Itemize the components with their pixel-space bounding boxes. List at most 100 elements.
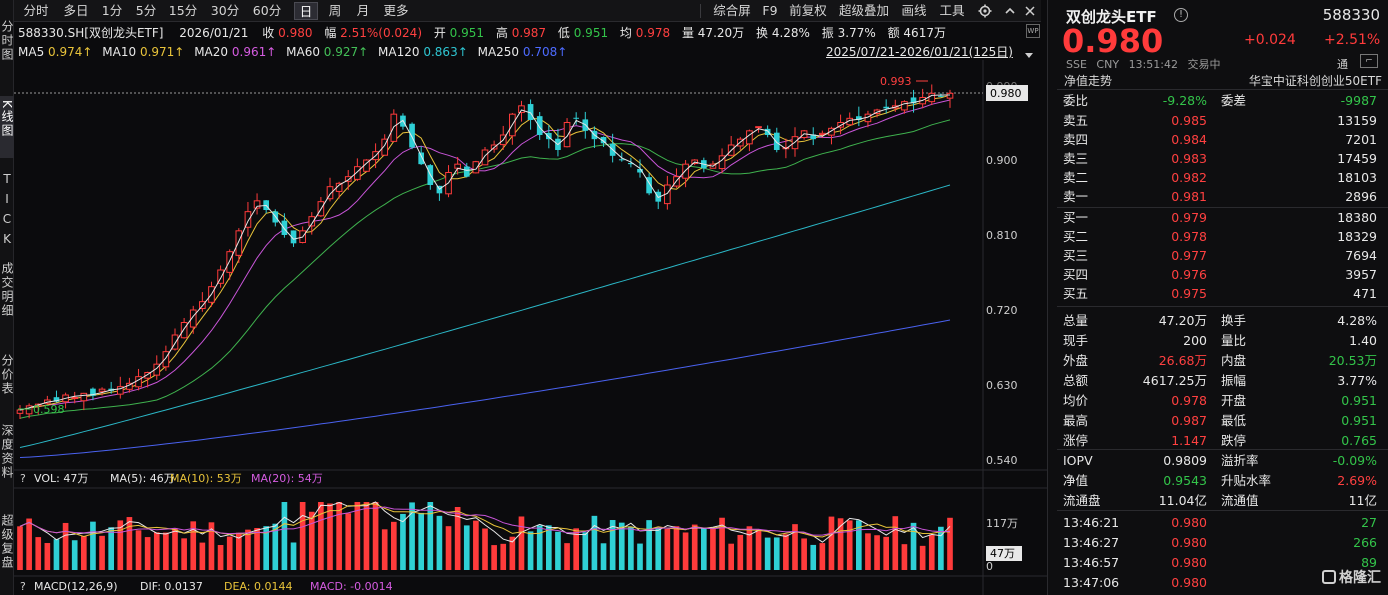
volume-bar [855, 520, 862, 570]
rail-tab-tick[interactable]: TICK [0, 172, 14, 252]
wp-indicator-icon[interactable]: WP [1026, 24, 1040, 38]
ma120-path [19, 184, 951, 448]
candle-body [646, 177, 652, 194]
margin-badge-icon[interactable]: ⌐ [1360, 54, 1378, 68]
stat-row: 最高 0.987 最低 0.951 [1063, 411, 1383, 430]
period-button-60min[interactable]: 60分 [252, 3, 282, 18]
period-button-multiday[interactable]: 多日 [63, 3, 89, 18]
last-price: 0.980 [1062, 22, 1164, 60]
panel-divider [1057, 207, 1388, 208]
volume-bar [892, 516, 899, 570]
tool-button-tools[interactable]: 工具 [939, 3, 965, 18]
close-value: 0.980 [278, 26, 313, 40]
ask-row-label: 卖一 [1063, 189, 1089, 204]
candle-body [810, 134, 817, 140]
turnover-label: 换 [755, 26, 768, 40]
volume-bar [117, 520, 124, 570]
volume-bar [99, 535, 105, 570]
stat-row-value2: 0.765 [1341, 433, 1377, 448]
tool-button-draw[interactable]: 画线 [901, 3, 927, 18]
period-button-day[interactable]: 日 [294, 2, 318, 20]
tool-button-overlay[interactable]: 超级叠加 [838, 3, 889, 18]
left-view-rail: 分时图 K线图 TICK 成交明细 分价表 深度资料 超级复盘 [0, 0, 14, 595]
close-icon[interactable] [1022, 2, 1038, 20]
volume-legend: ? VOL: 47万 MA(5): 46万 MA(10): 53万 MA(20)… [20, 472, 323, 485]
rail-tab-trade-detail[interactable]: 成交明细 [0, 262, 14, 318]
rail-tab-replay[interactable]: 超级复盘 [0, 514, 14, 570]
period-button-5min[interactable]: 5分 [135, 3, 157, 18]
volume-bar [728, 543, 735, 570]
period-button-week[interactable]: 周 [328, 3, 342, 18]
amount-label: 额 [887, 26, 900, 40]
ask-row-value2: 2896 [1345, 189, 1377, 204]
candle-body [354, 166, 361, 180]
stat-row-label2: 内盘 [1221, 353, 1247, 368]
rail-tab-kline[interactable]: K线图 [0, 96, 14, 158]
candle-body [80, 392, 88, 402]
stat-row-value: 0.978 [1171, 393, 1207, 408]
tool-button-f9[interactable]: F9 [762, 3, 778, 18]
price-tick-label: 0.810 [986, 229, 1018, 242]
volume-bar [226, 536, 233, 570]
volume-bar [272, 523, 279, 570]
stat-row: 外盘 26.68万 内盘 20.53万 [1063, 351, 1383, 370]
candle-body [563, 122, 571, 148]
period-button-30min[interactable]: 30分 [210, 3, 240, 18]
rail-tab-timeshare[interactable]: 分时图 [0, 20, 14, 62]
volume-bar [235, 532, 242, 570]
candle-body [755, 126, 762, 129]
collapse-up-icon[interactable] [1002, 2, 1018, 20]
panel-divider [1057, 449, 1388, 450]
settings-gear-icon[interactable] [976, 2, 994, 20]
tick-row: 13:46:27 0.980 266 [1063, 533, 1383, 552]
bid-row-value: 0.979 [1171, 210, 1207, 225]
tool-button-composite[interactable]: 综合屏 [713, 3, 751, 18]
period-button-month[interactable]: 月 [356, 3, 370, 18]
date-range-label[interactable]: 2025/07/21-2026/01/21(125日) [826, 45, 1013, 59]
date-label: 2026/01/21 [179, 26, 249, 40]
weibi-row-label: 委比 [1063, 93, 1089, 108]
nav-trend-link[interactable]: 净值走势 [1064, 74, 1113, 88]
period-button-15min[interactable]: 15分 [168, 3, 198, 18]
rail-tab-price-distribution[interactable]: 分价表 [0, 354, 14, 396]
tick-row-value2: 266 [1353, 535, 1377, 550]
volume-bar [591, 515, 598, 570]
stat-row: 涨停 1.147 跌停 0.765 [1063, 431, 1383, 450]
volume-settings-icon[interactable]: ? [20, 472, 26, 485]
period-button-1min[interactable]: 1分 [101, 3, 123, 18]
volume-bar [80, 536, 87, 570]
macd-settings-icon[interactable]: ? [20, 580, 26, 593]
ma60-value: 0.927↑ [323, 45, 369, 59]
etf-stat-row-label2: 升贴水率 [1221, 473, 1272, 488]
tool-button-adjust[interactable]: 前复权 [789, 3, 827, 18]
candle-body [53, 397, 60, 402]
volume-bar [163, 532, 169, 570]
index-name[interactable]: 华宝中证科创创业50ETF [1248, 74, 1382, 88]
ma60-label: MA60 [286, 45, 320, 59]
period-button-more[interactable]: 更多 [383, 3, 409, 18]
tick-row-value: 0.980 [1171, 575, 1207, 590]
ask-row-value: 0.982 [1171, 170, 1207, 185]
open-value: 0.951 [449, 26, 485, 40]
info-icon[interactable]: ! [1174, 8, 1188, 22]
candle-body [98, 388, 106, 392]
tick-row: 13:47:06 0.980 [1063, 573, 1383, 592]
etf-stat-row-label2: 流通值 [1221, 493, 1259, 508]
ask-row-label: 卖三 [1063, 151, 1089, 166]
candle-body [418, 152, 425, 165]
macd-legend: ? MACD(12,26,9) DIF: 0.0137 DEA: 0.0144 … [20, 580, 393, 593]
range-dropdown-icon[interactable] [1024, 45, 1034, 64]
tick-row-label: 13:46:57 [1063, 555, 1120, 570]
period-button-timeshare[interactable]: 分时 [23, 3, 49, 18]
etf-stat-row-value2: -0.09% [1332, 453, 1377, 468]
etf-stat-row-value2: 2.69% [1337, 473, 1377, 488]
rail-tab-depth-info[interactable]: 深度资料 [0, 424, 14, 480]
volume-bar [491, 545, 497, 570]
stat-row: 总量 47.20万 换手 4.28% [1063, 311, 1383, 330]
volume-bar [664, 528, 671, 570]
bid-row: 买四 0.976 3957 [1063, 265, 1383, 284]
volume-bar [26, 518, 32, 570]
volume-bar [700, 528, 707, 570]
stat-row-label2: 振幅 [1221, 373, 1247, 388]
bid-row: 买五 0.975 471 [1063, 284, 1383, 303]
